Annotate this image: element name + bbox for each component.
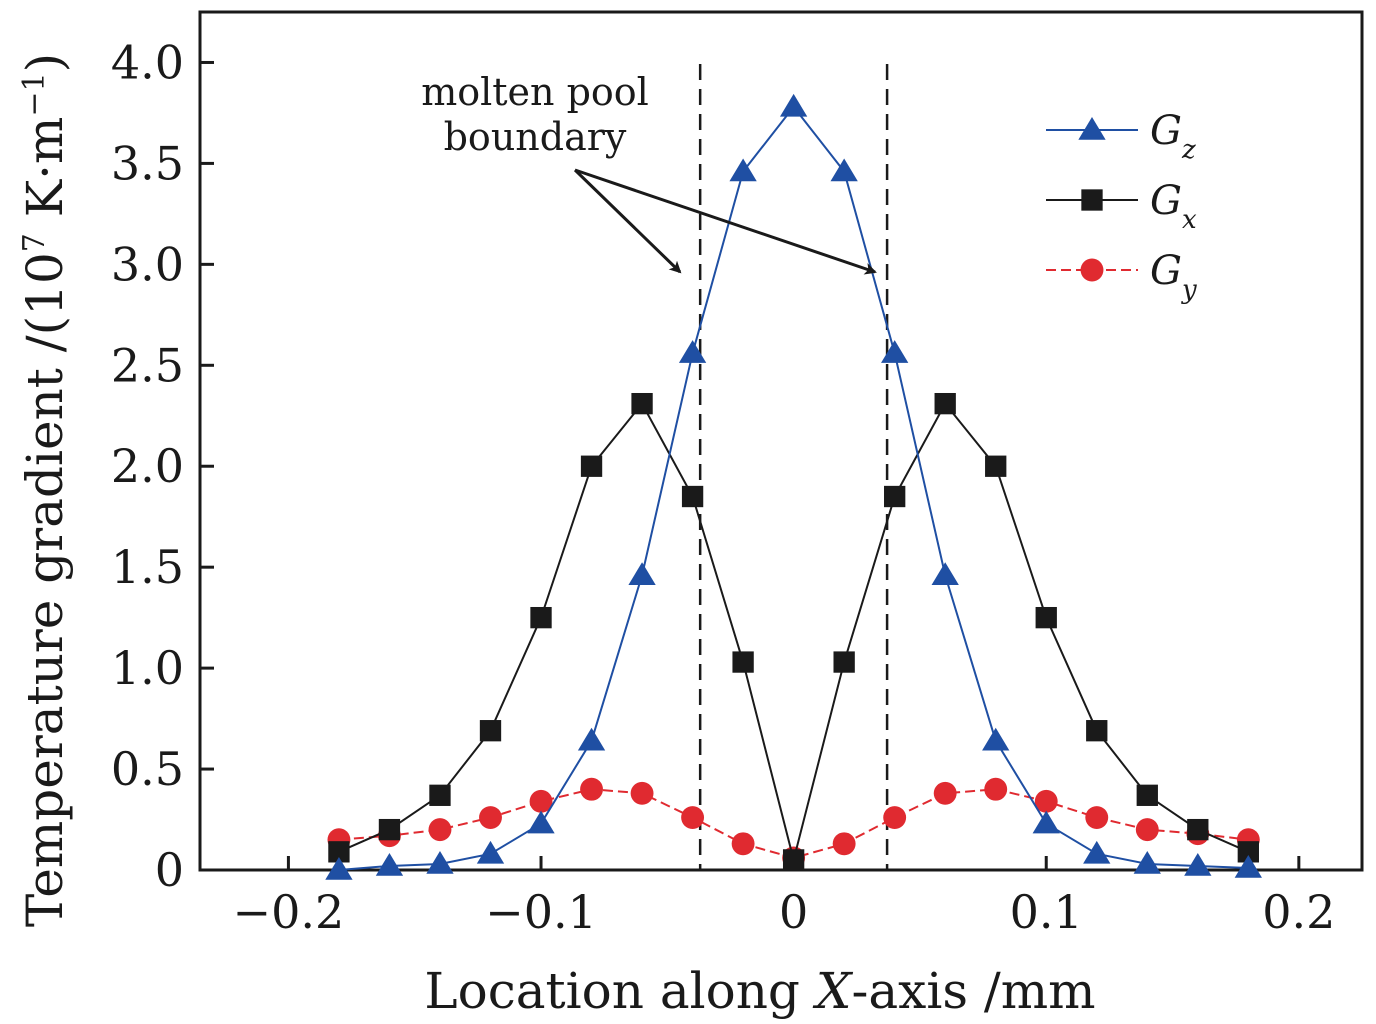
legend-item-Gy: Gy [1046,248,1197,305]
series-layer [325,93,1262,880]
y-tick-label: 1.0 [111,641,184,695]
data-point-Gz [577,727,606,751]
x-axis-title: Location along X-axis /mm [424,962,1095,1020]
axis-ticks: −0.2 −0.1 0 0.1 0.2 0 0.5 1.0 1.5 2.0 2.5 3.0 3.5 4.0 [111,35,1336,939]
data-point-Gz [881,340,909,363]
data-point-Gx [782,849,805,871]
data-point-Gz [729,158,757,182]
data-point-Gz [1032,810,1060,834]
data-point-Gy [479,806,502,829]
y-tick-label: 0 [155,843,184,897]
series-line-Gx [338,401,1249,861]
data-point-Gx [1086,720,1108,742]
data-point-Gx [1237,841,1259,863]
legend-item-Gz: Gz [1046,108,1196,165]
plot-frame [198,10,1364,872]
legend-marker [1080,258,1104,282]
data-point-Gx [884,485,906,508]
data-point-Gz [426,850,454,874]
y-tick-label: 2.5 [111,338,184,392]
y-axis-title: Temperature gradient /(107 K·m−1) [16,53,74,927]
data-point-Gx [833,651,855,673]
x-tick-label: 0 [779,885,808,939]
legend: Gz Gx Gy [1046,108,1197,305]
data-point-Gy [883,806,907,829]
data-point-Gy [984,777,1008,801]
annotation-line-1: molten pool [421,70,649,114]
data-point-Gx [934,392,956,415]
data-point-Gx [1035,606,1057,629]
x-tick-label: −0.1 [485,885,597,939]
data-point-Gy [580,777,603,801]
data-point-Gx [681,485,704,508]
data-point-Gz [628,562,656,586]
x-tick-label: −0.2 [233,885,345,939]
y-tick-label: 1.5 [111,540,184,594]
data-point-Gx [580,455,603,477]
annotation-line-2: boundary [444,115,627,159]
legend-marker [1081,189,1103,211]
legend-item-Gx: Gx [1046,178,1197,235]
data-point-Gy [529,789,553,813]
data-point-Gy [1085,806,1109,829]
legend-marker [1078,117,1106,140]
series-Gx [328,392,1259,871]
y-tick-label: 3.0 [111,237,184,291]
data-point-Gz [527,810,555,834]
data-point-Gx [1136,784,1158,806]
y-tick-label: 4.0 [111,35,184,89]
data-point-Gz [982,727,1010,751]
data-point-Gz [325,857,353,880]
legend-label: Gz [1150,108,1196,165]
data-point-Gx [1187,818,1209,841]
x-tick-label: 0.2 [1262,885,1335,939]
y-tick-label: 3.5 [111,136,184,190]
data-point-Gz [1133,850,1161,874]
legend-label: Gx [1150,178,1197,235]
annotation: molten pool boundary [421,70,877,275]
data-point-Gx [378,818,401,841]
data-point-Gy [933,781,957,805]
data-point-Gz [678,340,707,363]
data-point-Gx [429,784,451,806]
data-point-Gx [631,392,653,415]
data-point-Gx [985,455,1007,477]
x-tick-label: 0.1 [1010,885,1083,939]
legend-label: Gy [1150,248,1197,305]
data-point-Gy [630,781,654,805]
molten-pool-boundaries [698,64,889,870]
data-point-Gy [681,806,705,829]
series-Gz [325,93,1262,880]
annotation-arrow-left [573,168,682,274]
data-point-Gy [1034,789,1058,813]
data-point-Gz [1083,840,1111,864]
data-point-Gz [779,93,808,117]
data-point-Gz [375,852,404,876]
data-point-Gy [731,832,755,856]
data-point-Gz [931,562,959,586]
data-point-Gx [479,720,502,742]
data-point-Gx [732,651,754,673]
annotation-arrow-right [574,168,877,275]
data-point-Gy [832,832,856,856]
data-point-Gy [1135,818,1159,842]
y-tick-label: 0.5 [111,742,184,796]
data-point-Gx [328,841,350,863]
data-point-Gx [530,606,552,629]
data-point-Gz [830,158,858,182]
y-tick-label: 2.0 [111,439,184,493]
data-point-Gz [476,840,505,864]
series-line-Gz [338,105,1249,871]
data-point-Gy [428,818,452,842]
data-point-Gz [1234,854,1262,878]
data-point-Gz [1184,852,1212,876]
